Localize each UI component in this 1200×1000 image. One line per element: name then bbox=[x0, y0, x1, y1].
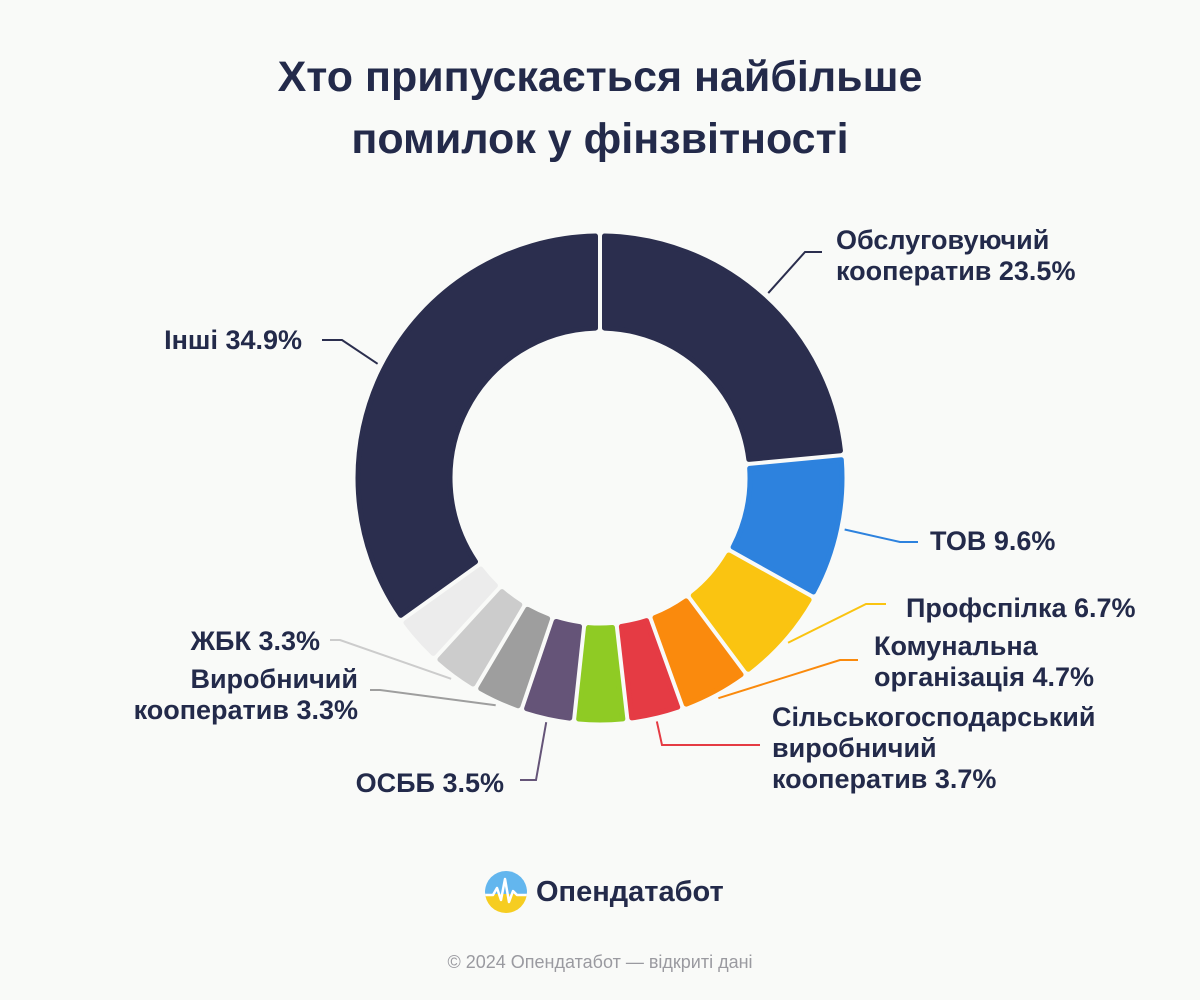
label-obsl-line-2: кооператив 23.5% bbox=[836, 256, 1076, 286]
label-tov: ТОВ 9.6% bbox=[930, 526, 1056, 556]
leader-line-vyrobnychyi-kooperatyv bbox=[370, 689, 496, 707]
slice-extra bbox=[403, 566, 498, 656]
label-obsl-line-1: Обслуговуючий bbox=[836, 225, 1050, 255]
leader-line-komunalna-orhanizatsiia bbox=[718, 659, 858, 700]
slice-zhbk bbox=[437, 589, 523, 687]
leader-line-osbb bbox=[520, 721, 548, 781]
chart-title-line-2: помилок у фінзвітності bbox=[351, 115, 849, 163]
label-silsk-line-3: кооператив 3.7% bbox=[772, 764, 997, 794]
leader-line-silskohospodarskyi-kooperatyv bbox=[655, 721, 760, 746]
footer-copyright: © 2024 Опендатабот — відкриті дані bbox=[447, 952, 753, 972]
label-vyrobnychyi-kooperatyv: Виробничий кооператив 3.3% bbox=[100, 664, 358, 726]
leader-line-inshi bbox=[322, 339, 379, 365]
leader-line-zhbk bbox=[330, 639, 452, 680]
label-zhbk: ЖБК 3.3% bbox=[190, 626, 320, 656]
label-silsk-line-1: Сільськогосподарський bbox=[772, 702, 1096, 732]
chart-title-line-1: Хто припускається найбільше bbox=[277, 53, 923, 101]
label-silskohospodarskyi-kooperatyv: Сільськогосподарський виробничий коопера… bbox=[772, 702, 1095, 795]
label-osbb: ОСББ 3.5% bbox=[355, 768, 504, 798]
label-vyrob-line-2: кооператив 3.3% bbox=[133, 695, 358, 725]
label-obsluhovuiuchyi-kooperatyv: Обслуговуючий кооператив 23.5% bbox=[836, 225, 1075, 287]
slice-silskohospodarskyi-kooperatyv bbox=[618, 618, 681, 721]
leader-line-profspilka bbox=[787, 603, 886, 644]
slice-osbb bbox=[524, 618, 583, 721]
label-vyrob-line-1: Виробничий bbox=[190, 664, 358, 694]
slice-profspilka bbox=[690, 552, 812, 672]
opendatabot-logo-icon bbox=[485, 871, 527, 913]
label-profspilka: Профспілка 6.7% bbox=[906, 593, 1136, 623]
leader-line-obsluhovuiuchyi-kooperatyv bbox=[767, 251, 822, 294]
slice-vyrobnychyi-kooperatyv bbox=[478, 606, 551, 709]
label-silsk-line-2: виробничий bbox=[772, 733, 937, 763]
label-komunalna-orhanizatsiia: Комунальна організація 4.7% bbox=[874, 631, 1094, 693]
leader-line-tov bbox=[844, 528, 918, 543]
slice-inshi bbox=[355, 233, 599, 618]
label-komun-line-2: організація 4.7% bbox=[874, 662, 1095, 692]
brand-logo[interactable]: Опендатабот bbox=[484, 868, 724, 916]
chart-title: Хто припускається найбільше помилок у фі… bbox=[0, 46, 1200, 170]
slice-tov bbox=[730, 457, 845, 595]
slice-obsluhovuiuchyi-kooperatyv bbox=[601, 233, 843, 462]
brand-name: Опендатабот bbox=[536, 875, 724, 908]
label-komun-line-1: Комунальна bbox=[874, 631, 1038, 661]
slice-unlabeled bbox=[576, 624, 626, 723]
label-inshi: Інші 34.9% bbox=[164, 325, 302, 355]
slice-komunalna-orhanizatsiia bbox=[652, 598, 744, 707]
